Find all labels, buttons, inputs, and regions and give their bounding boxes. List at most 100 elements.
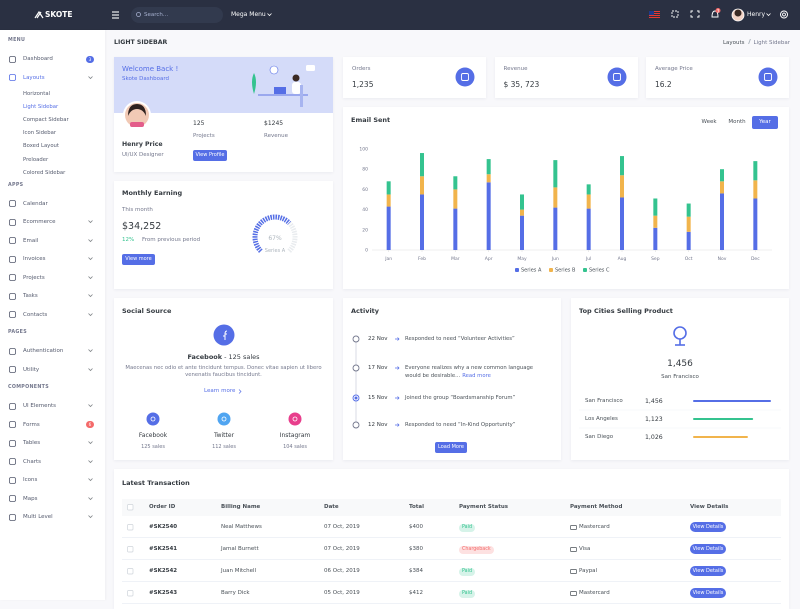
menu-icon — [9, 421, 16, 429]
submenu-item[interactable]: Horizontal — [23, 90, 51, 97]
menu-item[interactable]: Multi Level — [23, 514, 53, 521]
bar-segment — [486, 182, 491, 250]
timeline-dot — [352, 421, 360, 429]
profile-role: UI/UX Designer — [122, 152, 164, 158]
menu-icon-shape — [9, 311, 16, 319]
checkbox[interactable] — [127, 524, 134, 531]
submenu-item[interactable]: Icon Sidebar — [23, 130, 56, 137]
menu-item[interactable]: Contacts — [23, 311, 48, 318]
menu-item[interactable]: Ecommerce — [23, 219, 56, 226]
stat-icon-glyph — [764, 73, 772, 81]
chevron-path — [88, 220, 93, 224]
chevron — [88, 313, 93, 316]
welcome-title: Welcome Back ! — [122, 65, 179, 73]
chevron-path — [88, 257, 93, 261]
order-id[interactable]: #SK2541 — [149, 546, 178, 552]
view-details-button[interactable]: View Details — [690, 566, 726, 576]
menu-item[interactable]: Email — [23, 237, 39, 244]
menu-item[interactable]: Maps — [23, 495, 38, 502]
checkbox[interactable] — [127, 546, 134, 553]
search-box[interactable]: Search... — [131, 7, 223, 23]
timeline-arrow — [395, 366, 400, 370]
cell: $380 — [409, 546, 423, 552]
menu-item[interactable]: Tasks — [23, 293, 38, 300]
row-divider — [122, 537, 781, 538]
order-id[interactable]: #SK2540 — [149, 524, 178, 530]
city-bar — [693, 418, 754, 420]
checkbox-box — [127, 524, 134, 531]
menu-item[interactable]: Dashboard — [23, 56, 53, 62]
city-value: 1,026 — [645, 433, 663, 441]
menu-item[interactable]: Invoices — [23, 256, 46, 263]
stat-value: $ 35, 723 — [503, 80, 540, 89]
mega-menu[interactable]: Mega Menu — [231, 11, 266, 18]
menu-item[interactable]: Utility — [23, 366, 40, 373]
menu-item[interactable]: Charts — [23, 458, 41, 465]
stat-icon — [607, 67, 626, 87]
menu-item[interactable]: Forms — [23, 421, 40, 428]
read-more[interactable]: Read more — [462, 372, 491, 379]
activity-card: Activity 22 Nov Responded to need “Volunte… — [343, 298, 561, 460]
menu-item[interactable]: Layouts — [23, 74, 45, 81]
menu-item[interactable]: Calendar — [23, 200, 48, 207]
menu-icon — [9, 347, 16, 355]
search-placeholder: Search... — [144, 12, 169, 18]
x-tick-label: Jan — [384, 256, 392, 262]
view-more-button[interactable]: View more — [122, 254, 155, 265]
chevron — [88, 404, 93, 408]
submenu-item[interactable]: Colored Sidebar — [23, 169, 66, 176]
featured-glyph — [223, 330, 228, 340]
x-tick-label: Jul — [585, 256, 591, 262]
submenu-item[interactable]: Compact Sidebar — [23, 116, 69, 123]
submenu-item[interactable]: Preloader — [23, 156, 49, 163]
menu-item[interactable]: Authentication — [23, 348, 64, 355]
card-glyph — [570, 524, 577, 530]
chart-tab[interactable]: Year — [752, 116, 778, 129]
view-profile-button[interactable]: View Profile — [193, 150, 227, 161]
chart-tab[interactable]: Month — [728, 119, 746, 125]
profile-stat-label: Revenue — [264, 133, 288, 139]
breadcrumb-item[interactable]: Layouts — [722, 40, 745, 46]
chart-tab[interactable]: Week — [701, 119, 717, 125]
network-sales: 125 sales — [141, 444, 165, 450]
user-name[interactable]: Henry — [747, 11, 766, 18]
bar-segment — [553, 187, 558, 208]
submenu-item[interactable]: Boxed Layout — [23, 143, 59, 150]
view-details-button[interactable]: View Details — [690, 544, 726, 554]
menu-item[interactable]: UI Elements — [23, 403, 57, 410]
top-icons: 3 — [671, 8, 788, 22]
order-id[interactable]: #SK2543 — [149, 590, 178, 596]
checkbox[interactable] — [127, 590, 134, 597]
bar-segment — [420, 176, 424, 195]
cell: 07 Oct, 2019 — [324, 546, 360, 552]
clock — [269, 65, 279, 75]
chevron — [88, 294, 93, 298]
chevron — [88, 478, 93, 482]
view-details-button[interactable]: View Details — [690, 588, 726, 598]
order-id[interactable]: #SK2542 — [149, 568, 178, 574]
chevron — [88, 220, 93, 224]
view-details-button[interactable]: View Details — [690, 522, 726, 532]
timeline — [352, 335, 400, 429]
load-more-button[interactable]: Load More — [435, 442, 467, 453]
timeline-dot — [352, 364, 360, 372]
learn-more[interactable]: Learn more — [204, 388, 236, 394]
city-name: San Diego — [585, 434, 614, 440]
menu-item[interactable]: Projects — [23, 274, 45, 281]
y-tick-label: 80 — [362, 167, 368, 173]
checkbox[interactable] — [127, 568, 134, 575]
menu-item[interactable]: Tables — [23, 440, 41, 447]
menu-item[interactable]: Icons — [23, 477, 38, 484]
flag-stripe — [649, 11, 660, 12]
table-header-bg — [122, 499, 781, 516]
bar-segment — [720, 169, 724, 182]
activity-text: Everyone realizes why a new common langu… — [405, 365, 534, 379]
submenu-item[interactable]: Light Sidebar — [23, 103, 59, 110]
checkbox[interactable] — [127, 504, 134, 511]
payment-method: Visa — [579, 546, 591, 552]
menu-icon — [9, 255, 16, 263]
stat-icon-bg — [455, 67, 475, 87]
column-header: Billing Name — [221, 504, 261, 510]
cell: Barry Dick — [221, 590, 250, 596]
chevron-path — [88, 368, 93, 371]
